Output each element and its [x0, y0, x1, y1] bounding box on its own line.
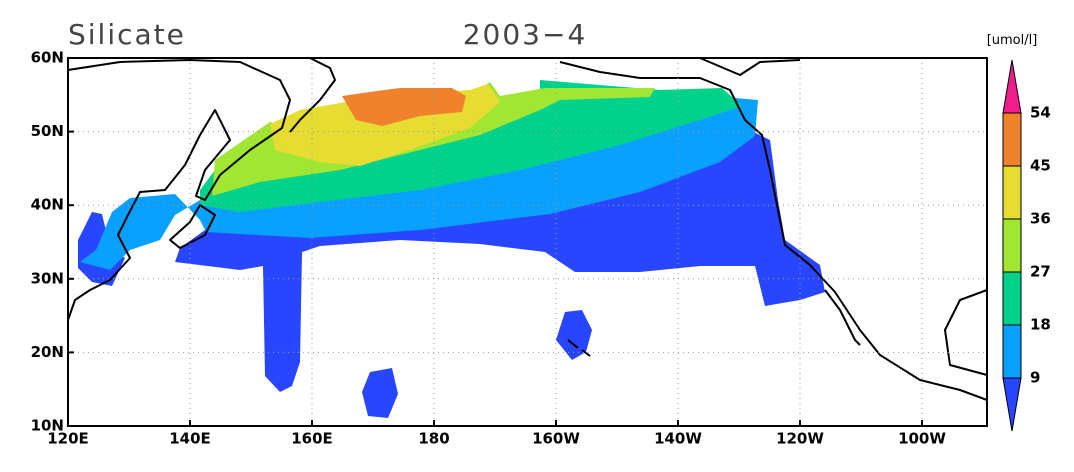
- x-tick-label: 180: [418, 430, 449, 448]
- band: [200, 80, 742, 212]
- x-tick-label: 140E: [169, 430, 211, 448]
- map-frame: [67, 57, 988, 427]
- y-tick-label: 60N: [31, 49, 64, 67]
- band: [362, 368, 398, 418]
- coast-japan: [169, 204, 216, 249]
- y-tick-label: 30N: [31, 269, 64, 287]
- x-tick-label: 100W: [898, 430, 946, 448]
- y-tick-label: 40N: [31, 196, 64, 214]
- title: Silicate: [68, 18, 186, 51]
- colorbar-cap: [1002, 59, 1022, 114]
- coast-hawaii: [567, 339, 591, 357]
- band: [556, 310, 592, 360]
- colorbar-label: 18: [1030, 316, 1051, 334]
- colorbar-cap: [1002, 377, 1022, 432]
- band: [175, 128, 825, 392]
- x-tick-label: 160W: [532, 430, 580, 448]
- colorbar-segment: [1002, 112, 1022, 167]
- coast-asia: [67, 59, 291, 321]
- colorbar-label: 54: [1030, 104, 1051, 122]
- x-tick-label: 120W: [776, 430, 824, 448]
- coast-alaska-north: [699, 57, 801, 76]
- y-tick-label: 10N: [31, 417, 64, 435]
- colorbar: 9 18 27 36 45 54: [1002, 59, 1051, 432]
- colorbar-segment: [1002, 218, 1022, 273]
- grid: [68, 58, 987, 426]
- colorbar-label: 27: [1030, 263, 1051, 281]
- date: 2003−4: [463, 18, 588, 51]
- band: [342, 88, 466, 126]
- axes: 120E 140E 160E 180 160W 140W 120W 100W 60N 50N 40N…: [31, 49, 947, 448]
- colorbar-unit: [umol/l]: [987, 33, 1038, 48]
- coast-kamchatka: [289, 57, 336, 133]
- x-tick-label: 120E: [47, 430, 89, 448]
- coastlines: [67, 57, 988, 401]
- colorbar-segment: [1002, 165, 1022, 220]
- y-tick-label: 20N: [31, 343, 64, 361]
- x-tick-label: 140W: [654, 430, 702, 448]
- colorbar-label: 45: [1030, 157, 1051, 175]
- coast-america: [559, 61, 988, 401]
- coast-mexico: [944, 289, 988, 376]
- colorbar-segment: [1002, 324, 1022, 379]
- colorbar-label: 9: [1030, 369, 1040, 387]
- coast-baja: [824, 289, 861, 346]
- x-tick-label: 160E: [291, 430, 333, 448]
- colorbar-label: 36: [1030, 210, 1051, 228]
- y-tick-label: 50N: [31, 122, 64, 140]
- colorbar-segment: [1002, 271, 1022, 326]
